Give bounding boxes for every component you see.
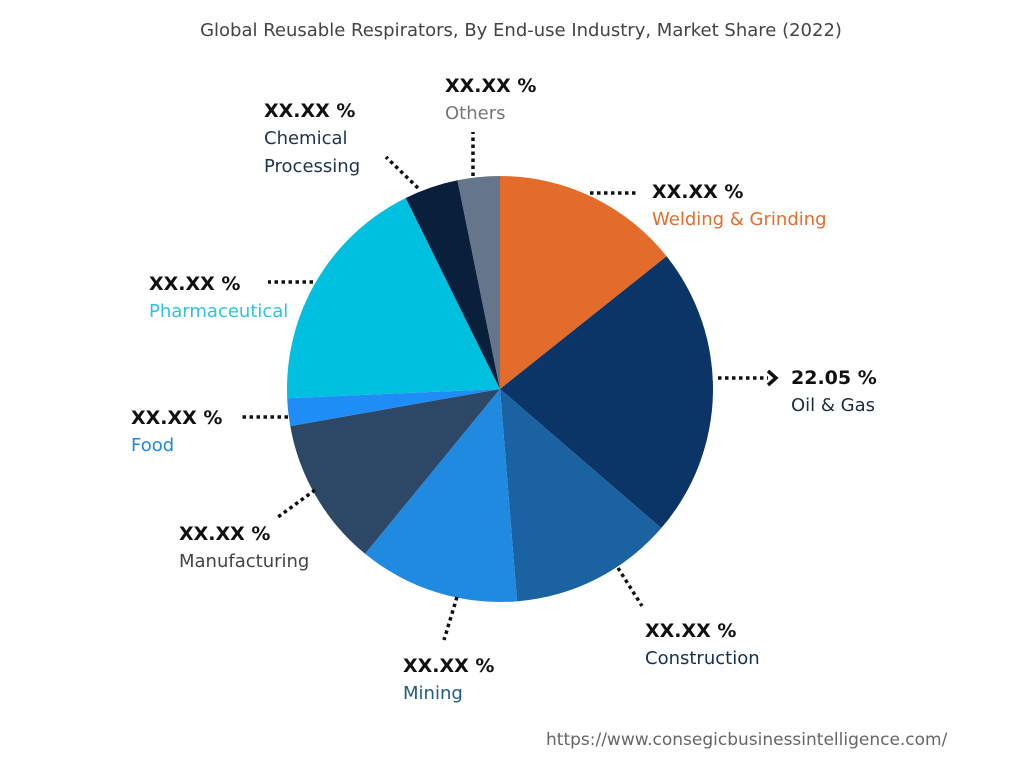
- pie-slice-welding-grinding: [500, 176, 667, 389]
- slice-value: XX.XX %: [645, 620, 737, 642]
- source-url[interactable]: https://www.consegicbusinessintelligence…: [546, 730, 948, 750]
- pie-slice-construction: [500, 389, 662, 602]
- leader-line: [276, 488, 317, 519]
- slice-label: XX.XX % Pharmaceutical: [149, 270, 288, 326]
- arrow-icon: [766, 369, 779, 387]
- slice-category: Oil & Gas: [791, 395, 876, 416]
- pie-slice-food: [287, 389, 500, 427]
- slice-label: XX.XX % Others: [445, 72, 536, 128]
- slice-value: 22.05 %: [791, 367, 877, 389]
- slice-value: XX.XX %: [652, 181, 744, 203]
- slice-value: XX.XX %: [179, 523, 271, 545]
- slice-category: Welding & Grinding: [652, 209, 827, 230]
- pie-slice-pharmaceutical: [287, 197, 500, 399]
- slice-value: XX.XX %: [131, 407, 223, 429]
- pie-slice-chemical-processing: [405, 180, 500, 389]
- pie-slice-mining: [365, 389, 518, 602]
- slice-label: XX.XX % Manufacturing: [179, 520, 309, 576]
- slice-category: Chemical Processing: [264, 128, 361, 177]
- slice-label: XX.XX % Food: [131, 404, 222, 460]
- slice-value: XX.XX %: [264, 100, 356, 122]
- leader-line: [442, 596, 459, 641]
- slice-category: Mining: [403, 683, 463, 704]
- slice-value: XX.XX %: [149, 273, 241, 295]
- slice-label: XX.XX % Construction: [645, 617, 760, 673]
- leader-line: [616, 567, 644, 607]
- slice-value: XX.XX %: [445, 75, 537, 97]
- slice-label: XX.XX % Chemical Processing: [264, 97, 360, 181]
- slice-category: Others: [445, 103, 506, 124]
- chart-title: Global Reusable Respirators, By End-use …: [200, 20, 842, 41]
- slice-label: XX.XX % Mining: [403, 652, 494, 708]
- pie-slice-manufacturing: [290, 389, 500, 554]
- slice-category: Food: [131, 435, 175, 456]
- pie-slice-others: [457, 176, 500, 389]
- slice-label: XX.XX % Welding & Grinding: [652, 178, 827, 234]
- slice-label: 22.05 % Oil & Gas: [791, 364, 877, 420]
- slice-category: Construction: [645, 648, 760, 669]
- slice-value: XX.XX %: [403, 655, 495, 677]
- slice-category: Pharmaceutical: [149, 301, 289, 322]
- slice-category: Manufacturing: [179, 551, 310, 572]
- pie-slice-oil-gas: [500, 256, 713, 529]
- leader-line: [384, 155, 420, 190]
